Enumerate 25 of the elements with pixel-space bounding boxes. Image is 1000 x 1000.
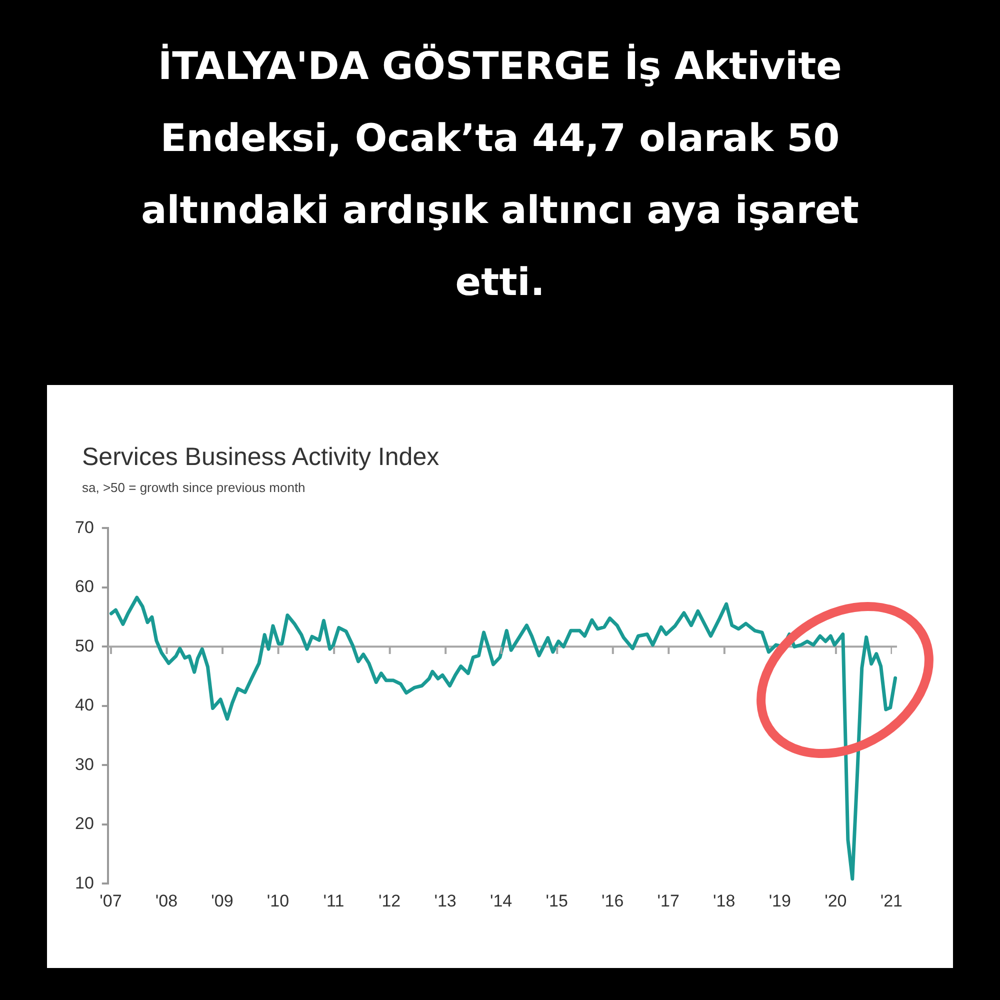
x-tick-label: '18 — [713, 891, 736, 910]
y-tick-label: 30 — [74, 754, 94, 774]
x-tick-label: '10 — [266, 891, 290, 910]
y-tick-label: 50 — [74, 636, 94, 656]
y-tick-label: 10 — [74, 873, 94, 892]
x-tick-label: '07 — [100, 891, 122, 910]
x-tick-label: '08 — [155, 891, 178, 910]
chart-subtitle: sa, >50 = growth since previous month — [82, 480, 306, 495]
x-tick-label: '13 — [434, 891, 456, 910]
y-tick-label: 60 — [74, 577, 94, 596]
chart-title: Services Business Activity Index — [82, 443, 440, 472]
y-tick-label: 20 — [74, 814, 94, 834]
x-tick-label: '09 — [211, 891, 234, 910]
x-tick-label: '12 — [378, 891, 401, 910]
x-tick-label: '20 — [824, 891, 847, 910]
x-tick-label: '16 — [602, 891, 624, 910]
x-tick-label: '19 — [768, 891, 791, 910]
x-tick-label: '15 — [546, 891, 568, 910]
y-tick-label: 40 — [74, 696, 94, 715]
x-tick-label: '21 — [880, 891, 902, 910]
y-tick-label: 70 — [74, 518, 94, 537]
text: İTALYA'DA GÖSTERGE İş Aktivite Endeksi, Ocak’ta 44,7 olarak 50 altındaki ardışık altıncı aya işaret etti. — [140, 42, 860, 306]
x-tick-label: '17 — [657, 891, 680, 910]
x-tick-label: '11 — [323, 891, 344, 910]
x-tick-label: '14 — [490, 891, 512, 910]
